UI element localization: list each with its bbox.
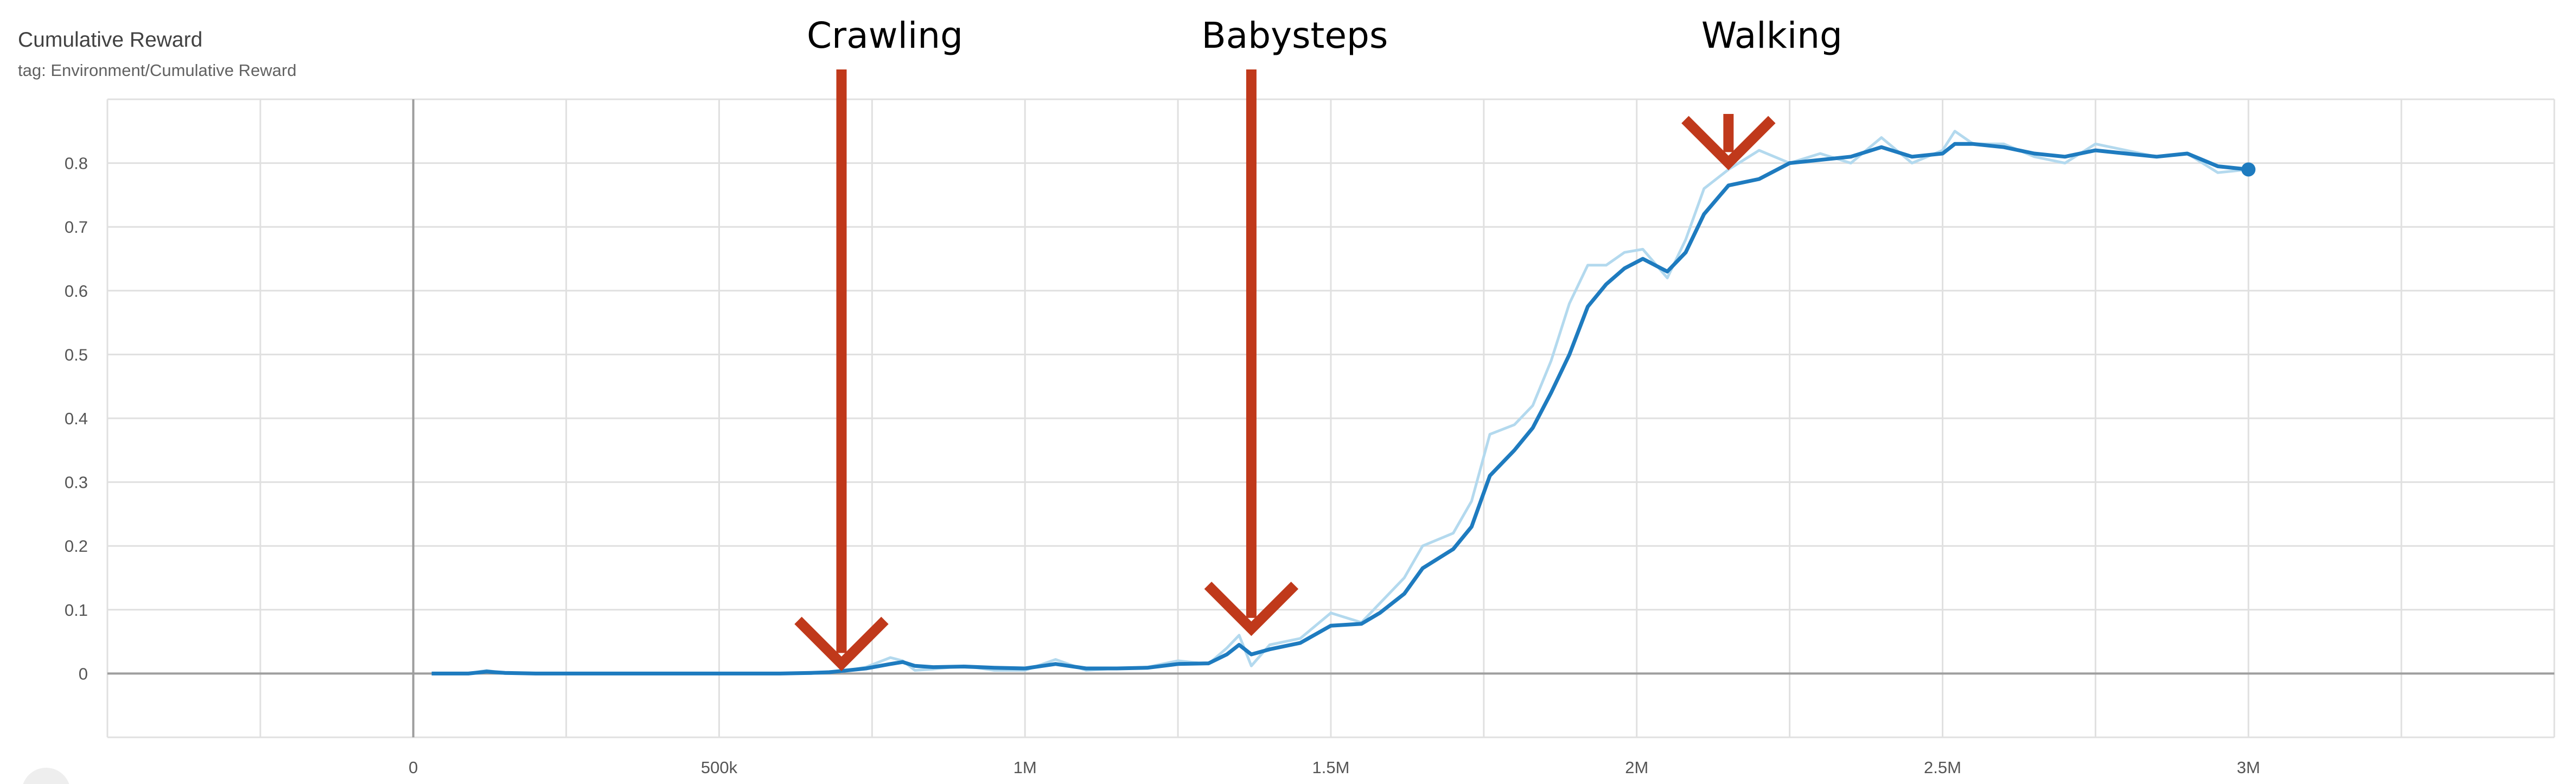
x-tick-label: 3M	[2237, 758, 2260, 777]
chart-title: Cumulative Reward	[18, 28, 203, 52]
corner-indicator	[23, 768, 69, 784]
y-tick-label: 0.4	[65, 409, 88, 428]
chart-tag: tag: Environment/Cumulative Reward	[18, 61, 297, 80]
x-tick-label: 1.5M	[1312, 758, 1350, 777]
y-tick-label: 0.2	[65, 537, 88, 556]
y-tick-label: 0.3	[65, 473, 88, 492]
arrow-head-icon	[1204, 582, 1299, 636]
arrow-head-icon	[1681, 116, 1776, 170]
series	[431, 130, 2256, 675]
annotation-label: Walking	[1701, 15, 1842, 56]
x-tick-label: 1M	[1013, 758, 1037, 777]
smoothed-series-line	[431, 142, 2249, 675]
x-tick-label: 0	[409, 758, 418, 777]
y-tick-label: 0.8	[65, 154, 88, 173]
annotation-label: Babysteps	[1202, 15, 1388, 56]
y-tick-label: 0.7	[65, 218, 88, 237]
grid	[106, 98, 2555, 738]
y-tick-label: 0.1	[65, 601, 88, 620]
annotation-walking: Walking	[1681, 15, 1842, 170]
x-tick-label: 2.5M	[1924, 758, 1961, 777]
annotation-babysteps: Babysteps	[1202, 15, 1388, 636]
raw-series-line	[431, 130, 2249, 675]
tick-labels: 0 500k 1M 1.5M 2M 2.5M 3M 0 0.1 0.2 0.3 0.4 0.5 0.6 0.…	[65, 154, 2260, 777]
annotation-crawling: Crawling	[794, 15, 963, 671]
annotations: Crawling Babysteps Walking	[794, 15, 1842, 671]
x-tick-label: 2M	[1625, 758, 1648, 777]
x-tick-label: 500k	[701, 758, 738, 777]
y-tick-label: 0.6	[65, 282, 88, 301]
arrow-head-icon	[794, 616, 889, 671]
y-tick-label: 0	[79, 664, 88, 683]
annotation-label: Crawling	[807, 15, 963, 56]
series-end-point	[2241, 162, 2256, 177]
y-tick-label: 0.5	[65, 345, 88, 364]
